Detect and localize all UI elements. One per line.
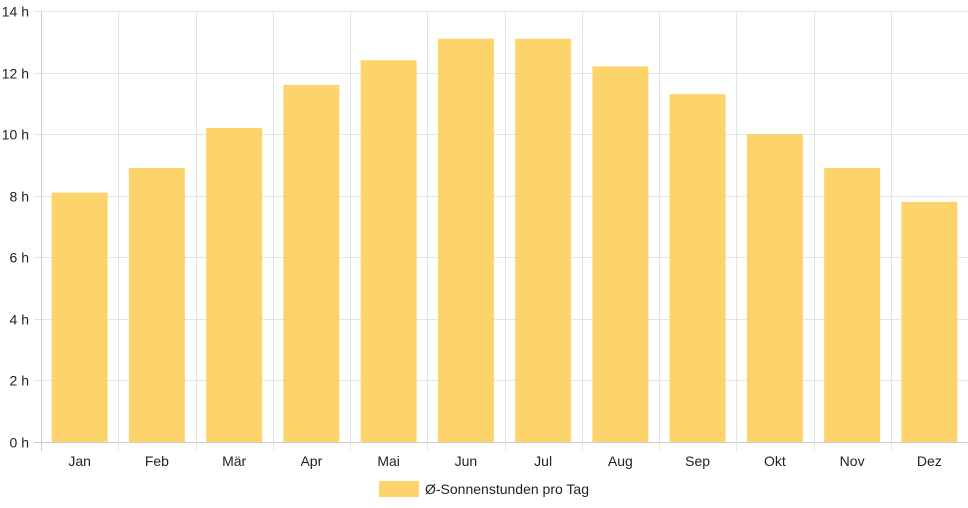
- y-tick-label: 0 h: [10, 435, 29, 451]
- x-tick-label: Jun: [455, 453, 478, 469]
- gridlines: [34, 11, 968, 451]
- bar: [901, 201, 958, 442]
- y-tick-label: 8 h: [10, 189, 29, 205]
- y-tick-label: 6 h: [10, 250, 29, 266]
- x-tick-label: Feb: [145, 453, 169, 469]
- legend-label: Ø-Sonnenstunden pro Tag: [425, 481, 589, 497]
- bar: [824, 168, 881, 442]
- bar: [669, 94, 726, 442]
- bar: [515, 38, 572, 442]
- y-tick-label: 10 h: [2, 127, 29, 143]
- x-tick-label: Nov: [840, 453, 865, 469]
- bar: [437, 38, 494, 442]
- y-tick-label: 4 h: [10, 312, 29, 328]
- x-tick-label: Jul: [534, 453, 552, 469]
- x-tick-label: Sep: [685, 453, 710, 469]
- x-tick-label: Jan: [68, 453, 91, 469]
- x-tick-label: Aug: [608, 453, 633, 469]
- bar: [592, 66, 649, 443]
- legend-swatch: [379, 481, 419, 497]
- x-tick-label: Mär: [222, 453, 246, 469]
- bars: [51, 38, 958, 443]
- y-tick-label: 12 h: [2, 66, 29, 82]
- bar: [746, 134, 803, 442]
- y-axis-ticks: 0 h 2 h 4 h 6 h 8 h 10 h 12 h 14 h: [2, 4, 29, 451]
- y-tick-label: 14 h: [2, 4, 29, 20]
- bar: [360, 60, 417, 442]
- bar: [51, 192, 108, 442]
- y-tick-label: 2 h: [10, 373, 29, 389]
- x-tick-label: Mai: [377, 453, 400, 469]
- legend[interactable]: Ø-Sonnenstunden pro Tag: [0, 481, 968, 497]
- bar: [128, 168, 185, 442]
- x-tick-label: Dez: [917, 453, 942, 469]
- x-axis-ticks: Jan Feb Mär Apr Mai Jun Jul Aug Sep Okt Nov Dez: [68, 453, 941, 469]
- bar: [206, 127, 263, 442]
- x-tick-label: Apr: [300, 453, 322, 469]
- bar: [283, 84, 340, 442]
- x-tick-label: Okt: [764, 453, 786, 469]
